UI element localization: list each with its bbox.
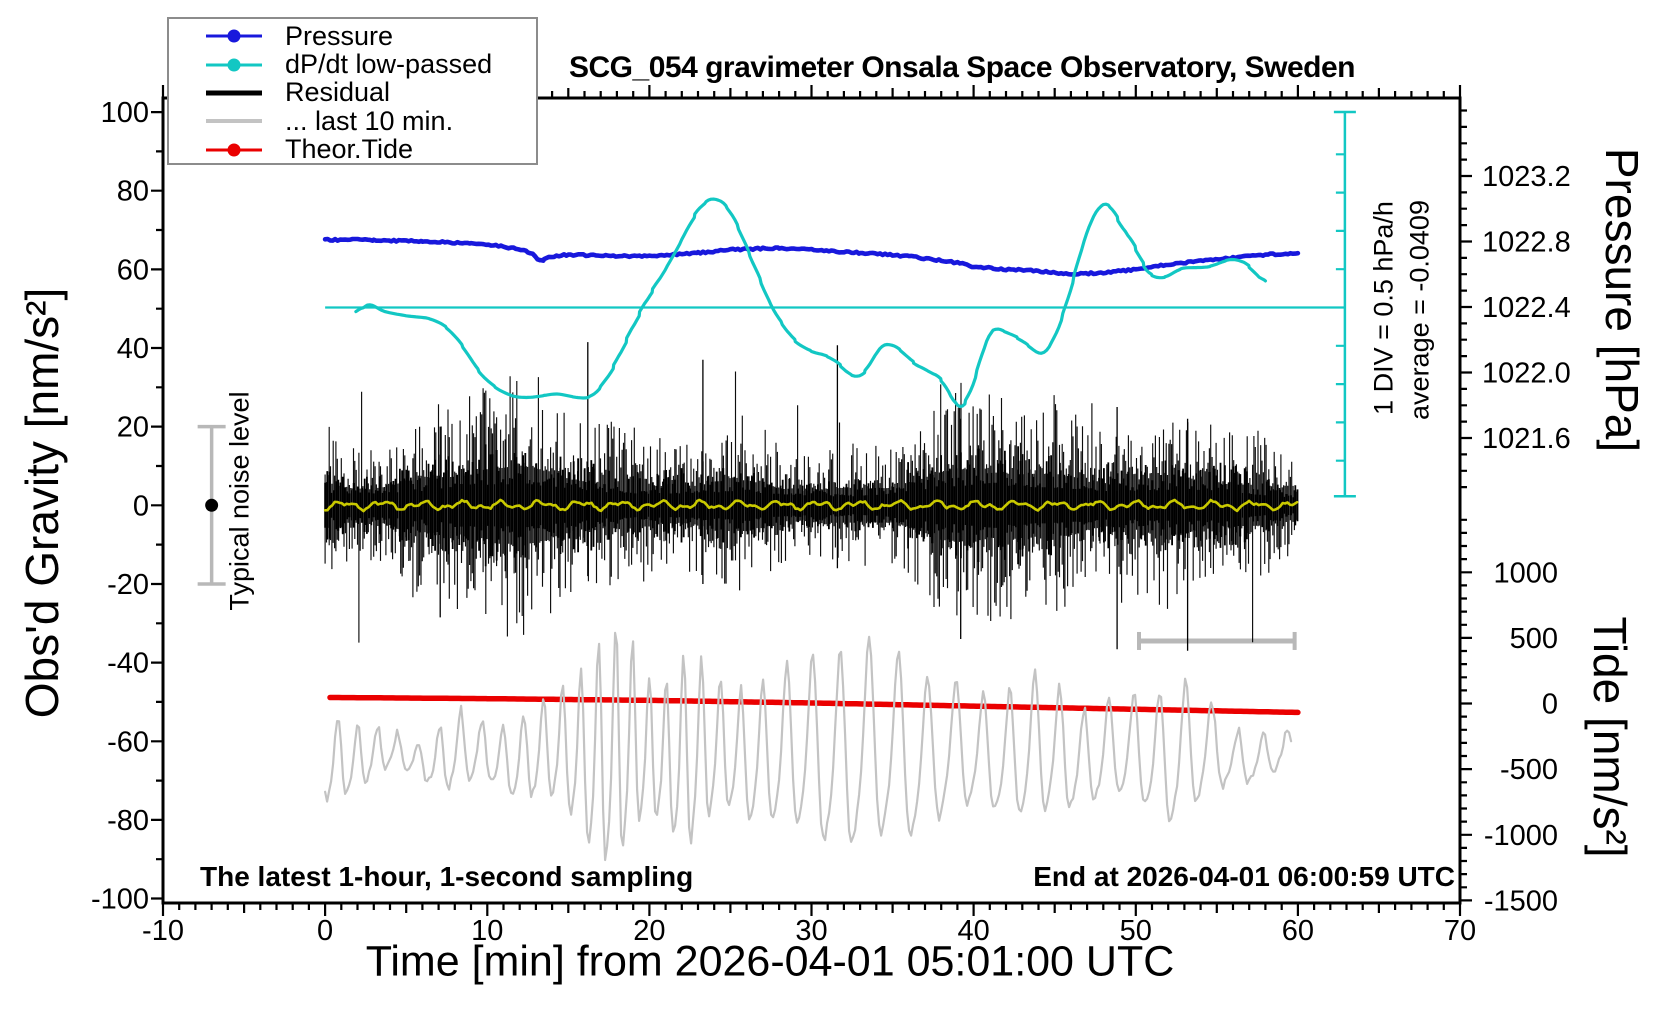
gravity-tick-label: 100 bbox=[101, 97, 149, 129]
gravity-tick-label: 40 bbox=[117, 333, 149, 365]
x-tick-label: 10 bbox=[471, 915, 503, 947]
legend-label: Residual bbox=[285, 77, 391, 108]
gravity-tick-label: -60 bbox=[107, 726, 149, 758]
x-tick-label: 40 bbox=[957, 915, 989, 947]
pressure-tick-label: 1022.8 bbox=[1482, 227, 1571, 259]
series-residual-last10 bbox=[324, 631, 1293, 862]
x-tick-label: 20 bbox=[633, 915, 665, 947]
legend-sample-line bbox=[206, 29, 262, 43]
legend-label: ... last 10 min. bbox=[285, 105, 454, 136]
x-tick-label: 70 bbox=[1444, 915, 1476, 947]
legend-row: Theor.Tide bbox=[169, 134, 536, 165]
gravity-tick-label: -40 bbox=[107, 648, 149, 680]
legend-sample-line bbox=[206, 143, 262, 157]
series-pressure bbox=[322, 236, 1301, 277]
gravity-axis-ticks bbox=[151, 111, 163, 900]
typical-noise-level-label: Typical noise level bbox=[224, 391, 255, 611]
series-residual-lowpass bbox=[323, 498, 1299, 513]
pressure-tick-label: 1023.2 bbox=[1482, 161, 1571, 193]
tide-tick-label: 1000 bbox=[1493, 557, 1558, 589]
tide-axis-title: Tide [nm/s²] bbox=[1584, 616, 1636, 858]
gravity-tick-label: 80 bbox=[117, 176, 149, 208]
x-tick-label: 50 bbox=[1120, 915, 1152, 947]
legend-sample-dot bbox=[227, 58, 241, 72]
chart-title: SCG_054 gravimeter Onsala Space Observat… bbox=[569, 51, 1356, 84]
x-axis-title: Time [min] from 2026-04-01 05:01:00 UTC bbox=[365, 937, 1175, 986]
legend-row: dP/dt low-passed bbox=[169, 49, 536, 80]
dpdt-scale-bar-ticks bbox=[1335, 153, 1345, 462]
x-tick-label: 0 bbox=[317, 915, 333, 947]
gravity-tick-label: 0 bbox=[133, 490, 149, 522]
legend-box: Pressure dP/dt low-passed Residual... last… bbox=[167, 17, 538, 165]
x-tick-label: -10 bbox=[142, 915, 184, 947]
legend-sample-line bbox=[206, 58, 262, 72]
legend-label: Pressure bbox=[285, 20, 394, 51]
dpdt-div-scale-note: 1 DIV = 0.5 hPa/h bbox=[1368, 201, 1399, 415]
legend-sample-line bbox=[206, 90, 262, 96]
series-residual-spikes bbox=[439, 342, 1189, 651]
sampling-note: The latest 1-hour, 1-second sampling bbox=[200, 861, 694, 892]
pressure-tick-label: 1022.4 bbox=[1482, 292, 1571, 324]
legend-row: ... last 10 min. bbox=[169, 105, 536, 136]
tide-tick-label: -500 bbox=[1500, 754, 1558, 786]
legend-sample-dot bbox=[227, 29, 241, 43]
gravity-tick-label: 60 bbox=[117, 254, 149, 286]
pressure-tick-label: 1021.6 bbox=[1482, 423, 1571, 455]
gravity-tick-label: -20 bbox=[107, 569, 149, 601]
pressure-tick-label: 1022.0 bbox=[1482, 358, 1571, 390]
legend-row: Pressure bbox=[169, 20, 536, 51]
tide-tick-label: -1500 bbox=[1484, 885, 1558, 917]
noise-errorbar-mean-dot bbox=[205, 498, 219, 512]
x-tick-label: 30 bbox=[795, 915, 827, 947]
end-time-note: End at 2026-04-01 06:00:59 UTC bbox=[1033, 861, 1455, 892]
gravity-axis-title: Obs'd Gravity [nm/s²] bbox=[16, 287, 68, 719]
x-tick-label: 60 bbox=[1282, 915, 1314, 947]
dpdt-average-note: average = -0.0409 bbox=[1404, 200, 1435, 420]
x-axis-ticks bbox=[161, 85, 1462, 916]
legend-sample-dot bbox=[227, 143, 241, 157]
tide-tick-label: 0 bbox=[1542, 689, 1558, 721]
tide-tick-label: 500 bbox=[1510, 623, 1558, 655]
pressure-axis-ticks bbox=[1460, 109, 1472, 489]
pressure-axis-title: Pressure [hPa] bbox=[1596, 147, 1648, 453]
legend-row: Residual bbox=[169, 77, 536, 108]
legend-sample-line bbox=[206, 119, 262, 124]
gravity-tick-label: 20 bbox=[117, 412, 149, 444]
series-dpdt bbox=[354, 197, 1267, 409]
legend-label: Theor.Tide bbox=[285, 134, 414, 165]
gravity-tick-label: -80 bbox=[107, 805, 149, 837]
gravity-tick-label: -100 bbox=[91, 884, 149, 916]
series-theor-tide bbox=[327, 694, 1301, 716]
tide-axis-ticks bbox=[1460, 518, 1472, 902]
tide-tick-label: -1000 bbox=[1484, 820, 1558, 852]
legend-label: dP/dt low-passed bbox=[285, 49, 493, 80]
